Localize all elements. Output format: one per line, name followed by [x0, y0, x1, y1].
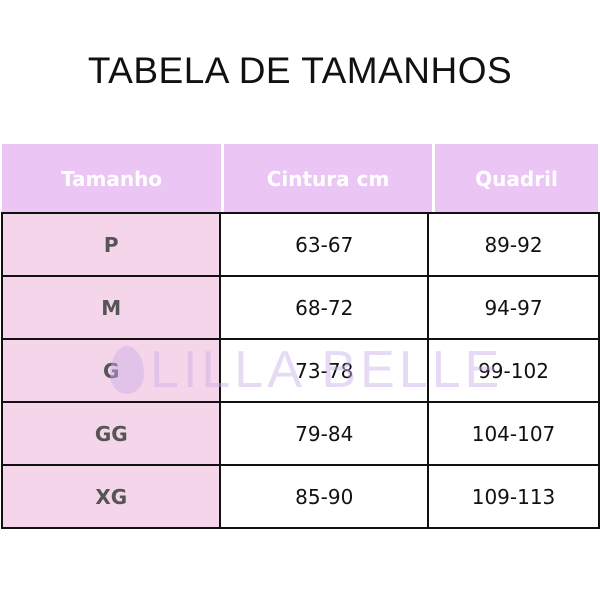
- size-table: P 63-67 89-92 M 68-72 94-97 G 73-78 99-102 GG 79-8…: [0, 212, 600, 529]
- cell-size: P: [0, 212, 222, 277]
- cell-cintura: 63-67: [219, 212, 430, 277]
- cell-quadril: 89-92: [427, 212, 600, 277]
- page-title: TABELA DE TAMANHOS: [87, 50, 513, 91]
- cell-cintura: 68-72: [219, 275, 430, 340]
- cell-quadril: 99-102: [427, 338, 600, 403]
- header-quadril: Quadril: [435, 144, 598, 213]
- table-row: M 68-72 94-97: [0, 275, 600, 340]
- table-row: GG 79-84 104-107: [0, 401, 600, 466]
- cell-size: XG: [0, 464, 222, 529]
- cell-cintura: 73-78: [219, 338, 430, 403]
- cell-size: G: [0, 338, 222, 403]
- cell-quadril: 104-107: [427, 401, 600, 466]
- cell-quadril: 94-97: [427, 275, 600, 340]
- cell-quadril: 109-113: [427, 464, 600, 529]
- header-tamanho: Tamanho: [2, 144, 221, 213]
- cell-size: GG: [0, 401, 222, 466]
- table-row: XG 85-90 109-113: [0, 464, 600, 529]
- cell-size: M: [0, 275, 222, 340]
- cell-cintura: 85-90: [219, 464, 430, 529]
- cell-cintura: 79-84: [219, 401, 430, 466]
- header-cintura: Cintura cm: [224, 144, 432, 213]
- table-row: P 63-67 89-92: [0, 212, 600, 277]
- table-row: G 73-78 99-102: [0, 338, 600, 403]
